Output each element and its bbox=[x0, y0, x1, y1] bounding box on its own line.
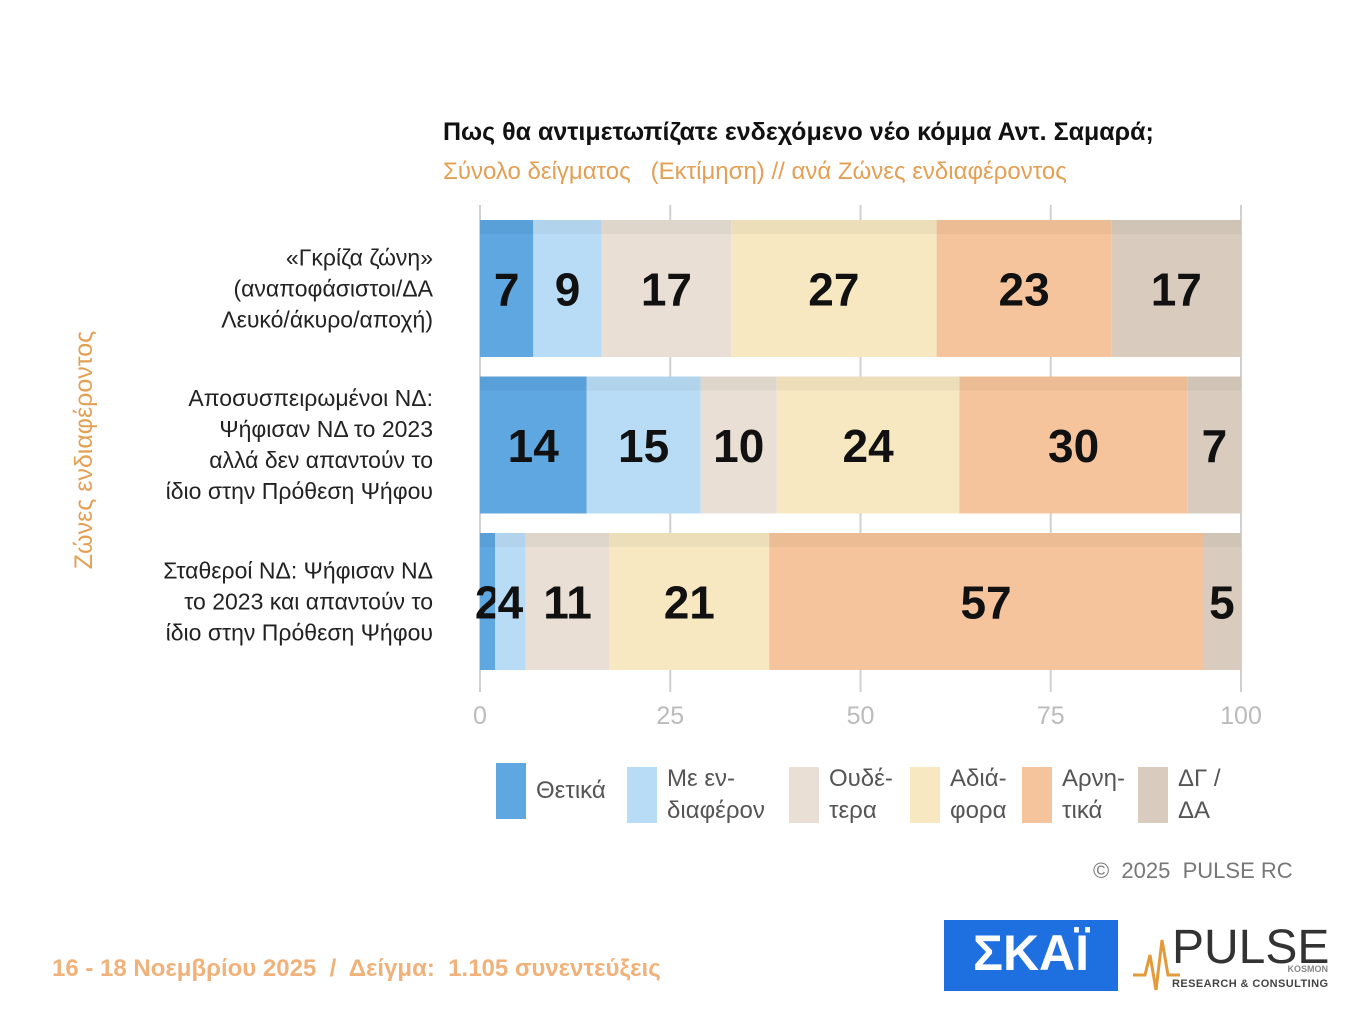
legend-swatch bbox=[789, 767, 819, 823]
bar-shade bbox=[495, 533, 526, 547]
bar-segment bbox=[480, 376, 587, 514]
legend-item: Αρνη- τικά bbox=[1022, 763, 1125, 827]
bar-segment bbox=[959, 376, 1188, 514]
bar-segment bbox=[1202, 533, 1241, 670]
data-label: 30 bbox=[1048, 420, 1099, 472]
data-label: 7 bbox=[1202, 420, 1228, 472]
data-label: 17 bbox=[641, 264, 692, 316]
bar-shade bbox=[480, 376, 587, 391]
legend-swatch bbox=[1022, 767, 1052, 823]
data-label: 7 bbox=[494, 264, 520, 316]
pulse-logo-wave bbox=[1133, 939, 1180, 991]
data-label: 9 bbox=[555, 264, 581, 316]
bar-segment bbox=[495, 533, 526, 670]
category-label: Αποσυσπειρωμένοι ΝΔ: Ψήφισαν ΝΔ το 2023 … bbox=[165, 385, 433, 504]
bar-shade bbox=[1111, 220, 1241, 234]
bar-segment bbox=[776, 376, 960, 514]
category-label: «Γκρίζα ζώνη» (αναποφάσιστοι/ΔΑ Λευκό/άκ… bbox=[221, 244, 433, 332]
x-tick-label: 75 bbox=[1037, 702, 1065, 730]
bar-segment bbox=[525, 533, 610, 670]
chart-title: Πως θα αντιμετωπίζατε ενδεχόμενο νέο κόμ… bbox=[443, 118, 1154, 146]
data-label: 21 bbox=[664, 577, 715, 629]
x-tick-label: 0 bbox=[473, 702, 487, 730]
bar-segment bbox=[700, 376, 777, 514]
legend-item: Θετικά bbox=[496, 763, 606, 819]
bar-segment bbox=[1187, 376, 1241, 514]
data-label: 4 bbox=[498, 577, 524, 629]
pulse-logo-sub: KOSMON bbox=[1288, 964, 1329, 974]
footer: 16 - 18 Νοεμβρίου 2025 / Δείγμα: 1.105 σ… bbox=[52, 955, 661, 982]
x-tick-label: 100 bbox=[1220, 702, 1262, 730]
bar-shade bbox=[609, 533, 770, 547]
bar-segment bbox=[480, 220, 534, 357]
data-label: 23 bbox=[999, 264, 1050, 316]
bar-shade bbox=[480, 220, 534, 234]
bar-shade bbox=[769, 533, 1203, 547]
legend-swatch bbox=[1138, 767, 1168, 823]
data-label: 27 bbox=[808, 264, 859, 316]
bar-shade bbox=[959, 376, 1188, 391]
data-label: 57 bbox=[960, 577, 1011, 629]
bar-segment bbox=[609, 533, 770, 670]
bar-segment bbox=[601, 220, 732, 357]
data-label: 24 bbox=[843, 420, 895, 472]
bar-shade bbox=[533, 220, 602, 234]
bar-segment bbox=[586, 376, 701, 514]
bar-shade bbox=[601, 220, 732, 234]
copyright: © 2025 PULSE RC bbox=[1093, 858, 1293, 883]
legend-label: Με εν- διαφέρον bbox=[667, 765, 765, 824]
pulse-logo-tagline: RESEARCH & CONSULTING bbox=[1172, 978, 1328, 990]
data-label: 10 bbox=[713, 420, 764, 472]
bar-segment bbox=[769, 533, 1203, 670]
legend-swatch bbox=[910, 767, 940, 823]
data-label: 15 bbox=[618, 420, 669, 472]
pulse-logo: PULSE bbox=[1172, 921, 1329, 974]
legend-label: ΔΓ / ΔΑ bbox=[1178, 765, 1221, 824]
skai-logo-box bbox=[944, 920, 1118, 991]
bar-shade bbox=[1202, 533, 1241, 547]
bar-segment bbox=[1111, 220, 1241, 357]
legend-item: Αδιά- φορα bbox=[910, 763, 1007, 827]
legend-item: Ουδέ- τερα bbox=[789, 763, 893, 827]
bar-shade bbox=[586, 376, 701, 391]
x-tick-label: 50 bbox=[847, 702, 875, 730]
bar-segment bbox=[936, 220, 1112, 357]
x-tick-label: 25 bbox=[656, 702, 684, 730]
legend-swatch bbox=[627, 767, 657, 823]
legend-label: Ουδέ- τερα bbox=[829, 765, 893, 824]
bar-segment bbox=[480, 533, 496, 670]
data-label: 11 bbox=[543, 577, 592, 629]
bar-segment bbox=[731, 220, 937, 357]
category-label: Σταθεροί ΝΔ: Ψήφισαν ΝΔ το 2023 και απαν… bbox=[163, 557, 433, 645]
data-label: 14 bbox=[508, 420, 560, 472]
legend-label: Αρνη- τικά bbox=[1062, 765, 1125, 824]
legend-label: Θετικά bbox=[536, 777, 606, 804]
bar-shade bbox=[936, 220, 1112, 234]
bar-shade bbox=[1187, 376, 1241, 391]
legend-item: Με εν- διαφέρον bbox=[627, 763, 765, 827]
legend-swatch bbox=[496, 763, 526, 819]
legend-label: Αδιά- φορα bbox=[950, 765, 1007, 824]
bar-shade bbox=[700, 376, 777, 391]
y-axis-label: Ζώνες ενδιαφέροντος bbox=[70, 331, 98, 569]
legend-item: ΔΓ / ΔΑ bbox=[1138, 763, 1221, 827]
data-label: 17 bbox=[1151, 264, 1202, 316]
bar-shade bbox=[776, 376, 960, 391]
skai-logo: ΣΚΑΪ bbox=[973, 925, 1090, 981]
bar-shade bbox=[525, 533, 610, 547]
data-label: 5 bbox=[1209, 577, 1235, 629]
bar-shade bbox=[731, 220, 937, 234]
chart-subtitle: Σύνολο δείγματος (Εκτίμηση) // ανά Ζώνες… bbox=[443, 158, 1067, 185]
bar-shade bbox=[480, 533, 496, 547]
bar-segment bbox=[533, 220, 602, 357]
